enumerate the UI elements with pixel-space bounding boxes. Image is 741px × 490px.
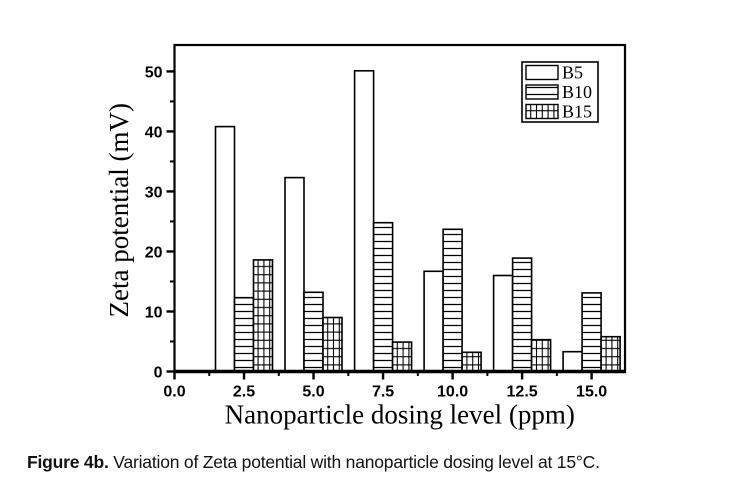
bar-b10-15 [581, 292, 602, 373]
bar-b5-7.5 [353, 70, 375, 373]
legend-swatch-b5 [525, 64, 559, 81]
x-tick-label-15.0: 15.0 [576, 384, 607, 401]
bar-b15-12.5 [530, 338, 552, 373]
bar-b10-2.5 [233, 296, 255, 373]
legend-label-b5: B5 [562, 63, 583, 83]
y-tick-label-20: 20 [145, 244, 163, 261]
bar-b5-15 [562, 350, 583, 373]
legend-swatch-b10 [525, 84, 559, 100]
y-tick-label-40: 40 [145, 124, 163, 141]
x-axis-title: Nanoparticle dosing level (ppm) [225, 400, 575, 430]
y-tick-label-10: 10 [145, 304, 163, 321]
y-tick-label-30: 30 [145, 184, 163, 201]
legend-swatch-b15 [525, 103, 559, 120]
bar-b15-15 [600, 335, 621, 373]
zeta-potential-chart: 0.0 2.5 5.0 7.5 10.0 12.5 15.0 0 10 20 30 40 50 Nanop… [104, 43, 627, 430]
bar-b10-5 [303, 291, 324, 373]
y-tick-label-0: 0 [154, 365, 163, 382]
bar-b5-5 [284, 176, 305, 373]
x-tick-label-10.0: 10.0 [437, 384, 468, 401]
bar-b10-7.5 [372, 221, 394, 373]
bar-b15-2.5 [252, 259, 274, 373]
bar-b5-2.5 [214, 125, 236, 373]
x-tick-label-12.5: 12.5 [507, 384, 538, 401]
figure-caption-label: Figure 4b. [27, 452, 109, 472]
y-axis-title: Zeta potential (mV) [104, 103, 134, 317]
legend-label-b10: B10 [562, 82, 592, 102]
legend-label-b15: B15 [562, 102, 592, 122]
figure-caption-text: Variation of Zeta potential with nanopar… [108, 452, 600, 472]
bar-b10-12.5 [511, 257, 533, 373]
x-tick-label-2.5: 2.5 [233, 384, 255, 401]
bar-b5-12.5 [492, 274, 514, 373]
bar-b5-10 [423, 270, 444, 373]
bar-chart-svg: 0.0 2.5 5.0 7.5 10.0 12.5 15.0 0 10 20 30 40 50 Nanop… [104, 43, 627, 430]
bar-b10-10 [442, 228, 463, 373]
bar-b15-10 [461, 351, 482, 373]
x-tick-label-5.0: 5.0 [302, 384, 324, 401]
bar-b15-5 [322, 316, 343, 373]
y-tick-label-50: 50 [145, 64, 163, 81]
x-tick-label-0.0: 0.0 [163, 384, 185, 401]
x-tick-label-7.5: 7.5 [372, 384, 394, 401]
figure-caption: Figure 4b. Variation of Zeta potential w… [27, 452, 727, 473]
bar-b15-7.5 [391, 341, 413, 373]
